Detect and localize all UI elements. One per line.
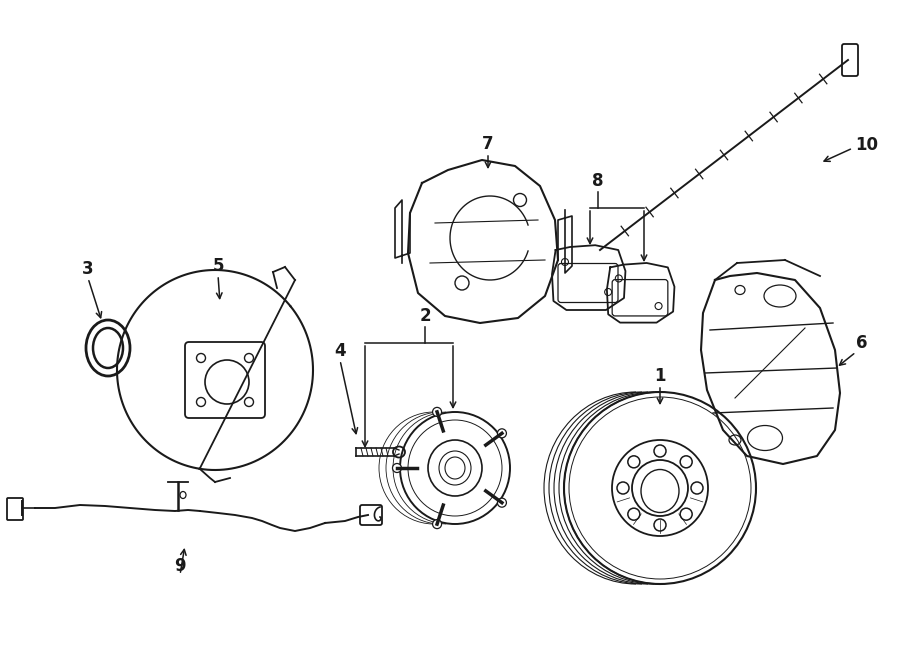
- Text: 8: 8: [592, 172, 604, 190]
- Text: 4: 4: [334, 342, 346, 360]
- Ellipse shape: [392, 463, 401, 473]
- Text: 1: 1: [654, 367, 666, 385]
- Text: 2: 2: [419, 307, 431, 325]
- Text: 3: 3: [82, 260, 94, 278]
- Ellipse shape: [498, 498, 507, 507]
- Text: 9: 9: [175, 557, 185, 575]
- Text: 6: 6: [856, 334, 868, 352]
- Text: 5: 5: [212, 257, 224, 275]
- Ellipse shape: [433, 520, 442, 529]
- Text: 7: 7: [482, 135, 494, 153]
- Ellipse shape: [498, 429, 507, 438]
- Ellipse shape: [433, 407, 442, 416]
- Text: 10: 10: [855, 136, 878, 154]
